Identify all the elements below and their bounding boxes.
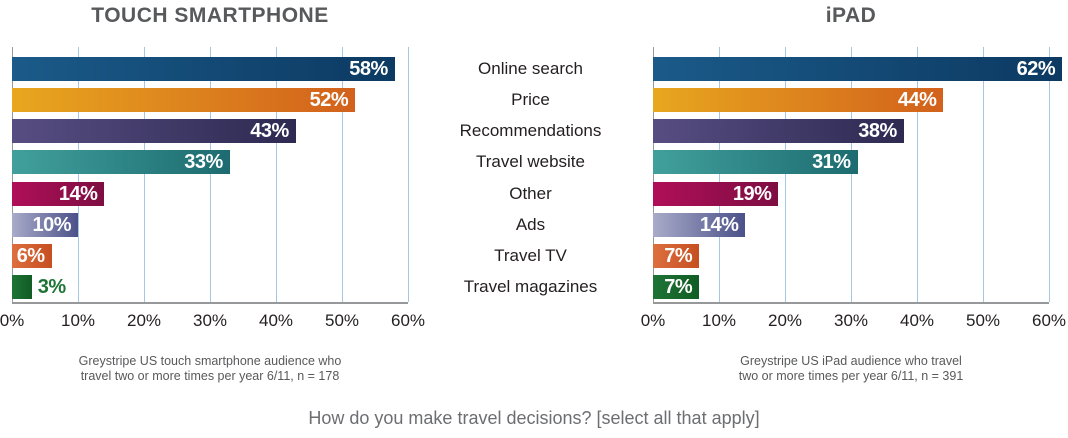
x-axis-line xyxy=(653,302,1049,304)
bar-travel-website: 33% xyxy=(12,150,230,175)
value-label: 10% xyxy=(32,213,71,236)
value-label: 7% xyxy=(664,244,693,267)
value-label: 52% xyxy=(309,89,349,112)
gridline-20% xyxy=(785,47,786,302)
category-label-other: Other xyxy=(509,183,552,203)
smartphone-footnote: Greystripe US touch smartphone audience … xyxy=(12,354,408,384)
gridline-30% xyxy=(851,47,852,302)
value-label: 19% xyxy=(732,182,772,205)
category-label-travel-website: Travel website xyxy=(476,152,585,172)
smartphone-footnote-line1: Greystripe US touch smartphone audience … xyxy=(78,354,342,368)
x-tick-0%: 0% xyxy=(0,311,25,330)
smartphone-footnote-line2: travel two or more times per year 6/11, … xyxy=(80,369,340,383)
gridline-60% xyxy=(1049,47,1050,302)
value-label: 58% xyxy=(349,58,388,80)
survey-question-caption: How do you make travel decisions? [selec… xyxy=(308,408,760,428)
value-label: 7% xyxy=(664,276,693,299)
value-label: 62% xyxy=(1016,58,1056,80)
y-axis-line xyxy=(12,47,13,302)
x-tick-50%: 50% xyxy=(324,311,360,330)
x-tick-60%: 60% xyxy=(1031,311,1067,330)
category-label-travel-magazines: Travel magazines xyxy=(463,277,598,297)
value-label: 33% xyxy=(184,151,223,174)
x-tick-10%: 10% xyxy=(701,311,737,330)
bar-travel-tv: 7% xyxy=(653,243,700,268)
x-tick-30%: 30% xyxy=(192,311,228,330)
bar-recommendations: 38% xyxy=(653,119,904,144)
gridline-60% xyxy=(408,47,409,302)
bar-travel-magazines xyxy=(12,275,32,300)
value-label: 43% xyxy=(250,120,289,143)
bar-other: 14% xyxy=(12,181,105,206)
smartphone-plot-area: 58% 52% 43% 33% 14% 10% 6% 3% xyxy=(12,47,409,304)
category-label-ads: Ads xyxy=(515,214,546,234)
x-tick-50%: 50% xyxy=(965,311,1001,330)
x-tick-40%: 40% xyxy=(258,311,294,330)
gridline-50% xyxy=(342,47,343,302)
ipad-chart-title: iPAD xyxy=(825,4,877,27)
bar-price: 44% xyxy=(653,88,944,113)
bar-online-search: 62% xyxy=(653,57,1063,81)
bar-travel-tv: 6% xyxy=(12,243,52,268)
gridline-10% xyxy=(719,47,720,302)
value-label: 44% xyxy=(897,89,937,112)
bar-online-search: 58% xyxy=(12,57,395,81)
gridline-30% xyxy=(210,47,211,302)
bar-ads: 14% xyxy=(653,212,746,237)
value-label: 6% xyxy=(16,244,45,267)
category-label-price: Price xyxy=(511,90,550,110)
smartphone-chart-title: TOUCH SMARTPHONE xyxy=(91,4,329,27)
gridline-50% xyxy=(983,47,984,302)
value-label: 38% xyxy=(858,120,897,143)
bar-travel-magazines: 7% xyxy=(653,275,700,300)
bar-ads: 10% xyxy=(12,212,78,237)
gridline-40% xyxy=(917,47,918,302)
value-label: 3% xyxy=(37,276,66,299)
gridline-20% xyxy=(144,47,145,302)
ipad-plot-area: 62% 44% 38% 31% 19% 14% 7% 7% xyxy=(653,47,1063,304)
value-label: 14% xyxy=(58,182,98,205)
gridline-10% xyxy=(78,47,79,302)
category-label-recommendations: Recommendations xyxy=(459,121,602,141)
gridline-40% xyxy=(276,47,277,302)
category-label-travel-tv: Travel TV xyxy=(494,245,567,265)
bar-price: 52% xyxy=(12,88,356,113)
x-tick-10%: 10% xyxy=(60,311,96,330)
bar-recommendations: 43% xyxy=(12,119,296,144)
x-tick-30%: 30% xyxy=(833,311,869,330)
ipad-footnote-line2: two or more times per year 6/11, n = 391 xyxy=(738,369,964,383)
value-label: 14% xyxy=(699,213,739,236)
bar-travel-website: 31% xyxy=(653,150,858,175)
x-tick-60%: 60% xyxy=(390,311,426,330)
x-axis-line xyxy=(12,302,408,304)
x-tick-20%: 20% xyxy=(126,311,162,330)
x-tick-0%: 0% xyxy=(640,311,666,330)
category-label-online-search: Online search xyxy=(478,59,583,78)
x-tick-20%: 20% xyxy=(767,311,803,330)
x-tick-40%: 40% xyxy=(899,311,935,330)
bar-other: 19% xyxy=(653,181,779,206)
ipad-footnote-line1: Greystripe US iPad audience who travel xyxy=(740,354,962,368)
y-axis-line xyxy=(653,47,654,302)
value-label: 31% xyxy=(812,151,851,174)
ipad-footnote: Greystripe US iPad audience who travel t… xyxy=(653,354,1049,384)
